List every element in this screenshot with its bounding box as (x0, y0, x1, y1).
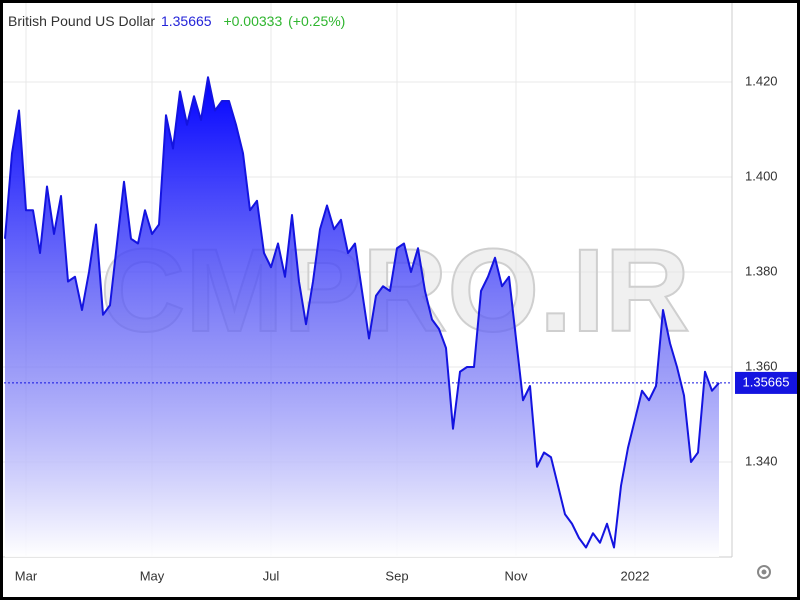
y-tick-label: 1.420 (745, 73, 778, 88)
gear[interactable] (757, 565, 771, 579)
x-tick-label: May (140, 568, 165, 583)
x-tick-label: Mar (15, 568, 38, 583)
change: +0.00333 (223, 13, 282, 29)
change-pct: (+0.25%) (288, 13, 345, 29)
x-tick-label: Sep (385, 568, 408, 583)
line (4, 76, 720, 549)
y-tick-label: 1.380 (745, 263, 778, 278)
y-tick-label: 1.340 (745, 453, 778, 468)
header: British Pound US Dollar 1.35665 +0.00333… (8, 13, 345, 29)
title: British Pound US Dollar (8, 13, 155, 29)
settings-icon[interactable] (757, 565, 771, 579)
x-tick-label: Jul (263, 568, 280, 583)
last-price-label: 1.35665 (743, 374, 790, 389)
last-price-badge (735, 371, 797, 394)
gear-center[interactable] (761, 569, 767, 575)
price: 1.35665 (161, 13, 212, 29)
x-tick-label: Nov (504, 568, 528, 583)
x-tick-label: 2022 (621, 568, 650, 583)
y-tick-label: 1.360 (745, 358, 778, 373)
y-tick-label: 1.400 (745, 168, 778, 183)
plot (0, 76, 732, 557)
area-fill (5, 77, 719, 557)
